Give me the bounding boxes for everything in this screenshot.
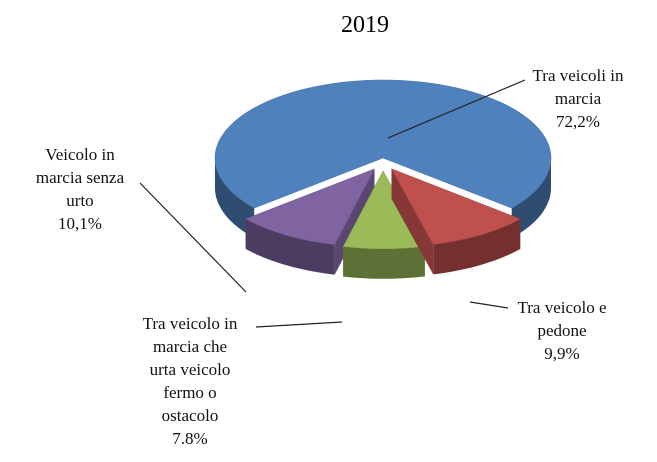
leader-line bbox=[469, 301, 509, 309]
category-label: Tra veicolo e pedone bbox=[517, 298, 607, 340]
slice bbox=[214, 79, 552, 209]
leader-line bbox=[139, 182, 247, 293]
slice bbox=[390, 168, 521, 245]
value-label: 7.8% bbox=[172, 429, 208, 448]
slice-edge bbox=[391, 168, 434, 275]
leader-line bbox=[387, 79, 526, 139]
value-label: 10,1% bbox=[58, 214, 102, 233]
slice-side bbox=[343, 246, 425, 279]
category-label: Veicolo in marcia senza urto bbox=[35, 145, 125, 210]
slice-side bbox=[215, 158, 255, 239]
slice-label: Tra veicolo e pedone 9,9% bbox=[472, 296, 652, 365]
chart-title: 2019 bbox=[341, 12, 389, 38]
category-label: Tra veicolo in marcia che urta veicolo f… bbox=[142, 314, 238, 425]
slice-side bbox=[245, 218, 335, 275]
category-label: Tra veicoli in marcia bbox=[532, 66, 624, 108]
slice bbox=[245, 168, 376, 245]
value-label: 9,9% bbox=[544, 344, 580, 363]
slice-side bbox=[511, 158, 551, 239]
slice bbox=[342, 170, 426, 250]
slice-side bbox=[433, 219, 521, 275]
slice-label: Tra veicolo in marcia che urta veicolo f… bbox=[100, 312, 280, 450]
slice-label: Veicolo in marcia senza urto 10,1% bbox=[0, 143, 170, 235]
value-label: 72,2% bbox=[556, 112, 600, 131]
leader-line bbox=[255, 321, 343, 328]
slice-label: Tra veicoli in marcia 72,2% bbox=[488, 64, 657, 133]
